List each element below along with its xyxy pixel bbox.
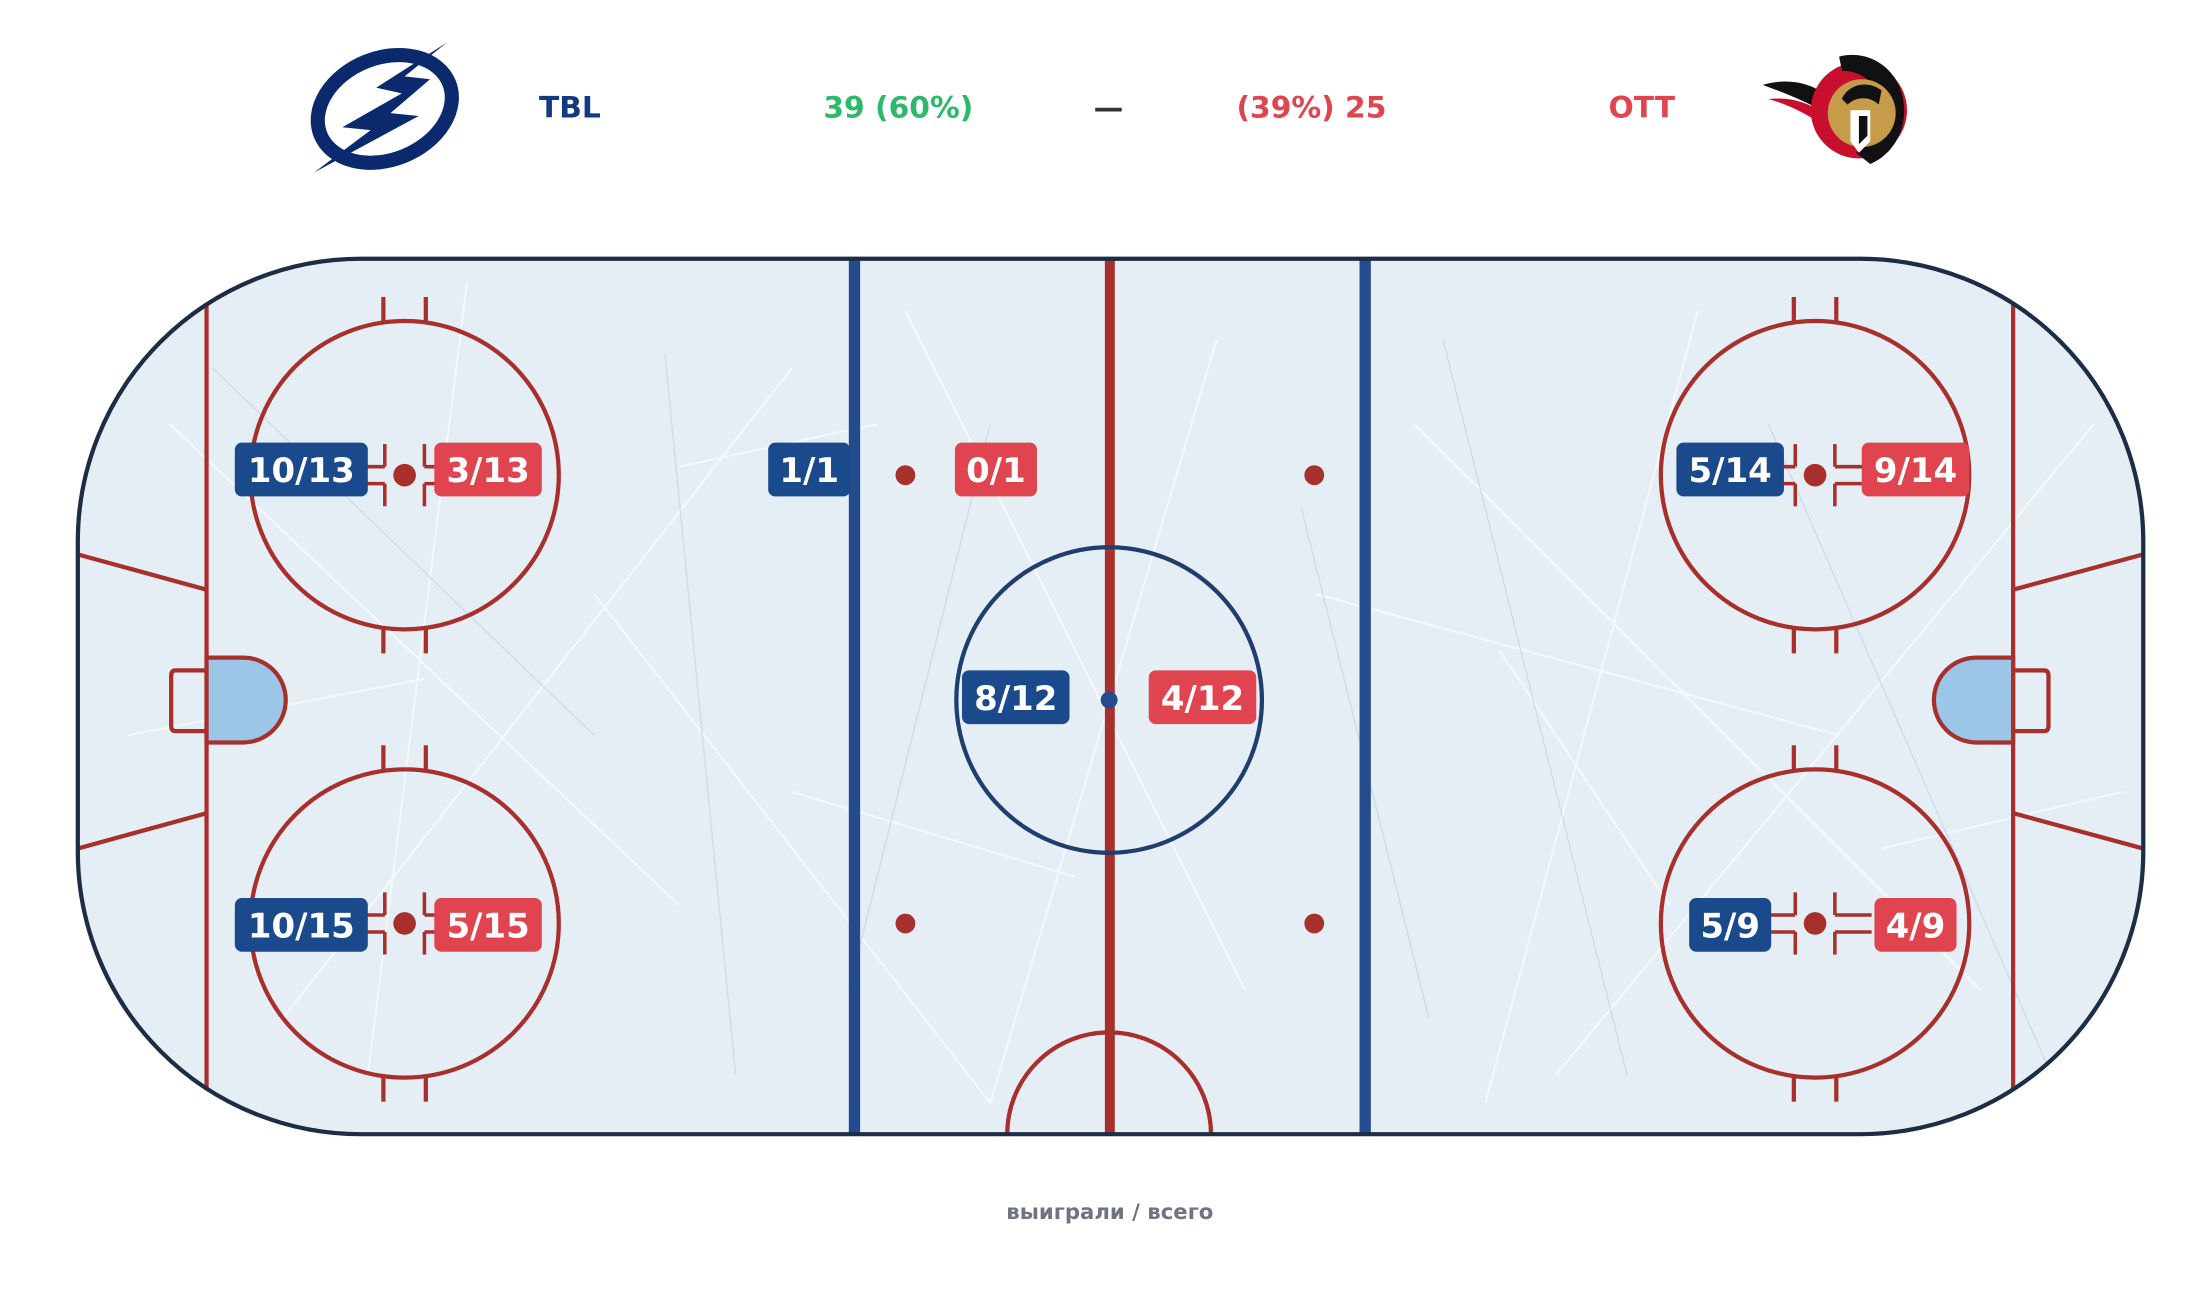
- home-faceoff-label: 5/14: [1689, 451, 1772, 491]
- away-faceoff-label: 0/1: [966, 451, 1026, 491]
- home-faceoff-label: 10/13: [248, 451, 355, 491]
- legend-caption: выиграли / всего: [1006, 1199, 1214, 1225]
- faceoff-badge: 3/13: [434, 442, 542, 497]
- faceoff-badge: 4/12: [1148, 670, 1257, 725]
- faceoff-badge: 5/15: [434, 898, 542, 952]
- away-faceoff-label: 4/9: [1886, 907, 1946, 947]
- faceoff-badge: 5/9: [1689, 898, 1772, 952]
- away-faceoff-label: 4/12: [1161, 679, 1244, 719]
- faceoff-badge: 10/13: [234, 442, 368, 497]
- away-team-abbr: OTT: [1608, 90, 1675, 125]
- rink-boards: [75, 256, 2146, 1137]
- faceoff-badge: 10/15: [234, 898, 368, 952]
- home-faceoff-label: 8/12: [974, 679, 1057, 719]
- faceoff-circle: [1658, 745, 1972, 1102]
- faceoff-badge: 9/14: [1861, 442, 1970, 497]
- away-faceoff-label: 9/14: [1874, 451, 1957, 491]
- faceoff-badge: 5/14: [1676, 442, 1784, 497]
- home-team-abbr: TBL: [539, 90, 601, 125]
- faceoff-dot: [393, 912, 416, 935]
- away-faceoff-label: 3/13: [446, 451, 529, 491]
- faceoff-badge: 4/9: [1874, 898, 1957, 952]
- score-separator: —: [1093, 90, 1124, 125]
- away-faceoff-total: (39%) 25: [1236, 90, 1387, 125]
- faceoff-badge: 0/1: [954, 442, 1037, 497]
- faceoff-dot: [393, 463, 416, 487]
- faceoff-dot: [1803, 912, 1827, 935]
- home-faceoff-label: 1/1: [779, 451, 839, 491]
- home-faceoff-label: 5/9: [1700, 907, 1760, 947]
- spartan-helmet-icon: [1760, 48, 1910, 170]
- home-faceoff-total: 39 (60%): [823, 90, 974, 125]
- faceoff-badge: 8/12: [961, 670, 1070, 725]
- faceoff-dot: [1803, 463, 1827, 487]
- lightning-bolt-icon: [308, 37, 461, 178]
- home-faceoff-label: 10/15: [248, 907, 355, 947]
- away-faceoff-label: 5/15: [446, 907, 529, 947]
- faceoff-badge: 1/1: [768, 442, 851, 497]
